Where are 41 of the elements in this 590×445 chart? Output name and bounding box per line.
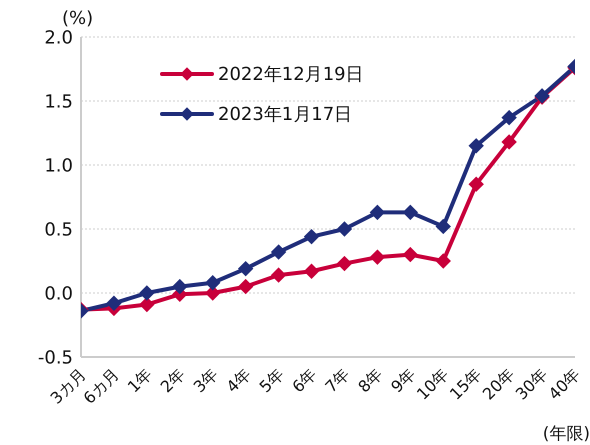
y-tick-label: 0.0 (44, 283, 73, 304)
y-tick-label: -0.5 (38, 347, 73, 368)
point (336, 222, 352, 236)
point (402, 204, 418, 220)
point (139, 297, 154, 312)
y-tick-label: 2.0 (44, 27, 73, 48)
x-tick-label: 8年 (354, 364, 386, 396)
x-tick-label: 4年 (222, 364, 254, 396)
x-tick-label: 6年 (288, 364, 320, 396)
point (271, 244, 286, 260)
y-tick-label: 1.0 (44, 155, 73, 176)
point (106, 296, 122, 311)
point (205, 275, 220, 290)
point (304, 264, 320, 279)
y-tick-label: 0.5 (44, 219, 73, 240)
legend-label: 2022年12月19日 (218, 63, 364, 86)
x-tick-label: 2年 (156, 364, 189, 396)
x-tick-label: 1年 (124, 364, 156, 396)
point (402, 247, 418, 262)
point (238, 261, 254, 276)
point (436, 218, 451, 234)
point (336, 256, 352, 272)
y-axis-title: (%) (62, 8, 94, 29)
y-tick-label: 1.5 (44, 91, 73, 112)
point (238, 279, 254, 294)
point (172, 279, 188, 294)
point (468, 176, 484, 192)
point (370, 250, 385, 265)
x-axis-title: (年限) (542, 423, 590, 445)
x-tick-label: 3年 (190, 364, 222, 396)
point (370, 204, 385, 220)
point (436, 254, 451, 268)
x-tick-label: 7年 (321, 364, 354, 396)
x-tick-label: 5年 (255, 364, 288, 396)
point (502, 110, 517, 126)
point (304, 229, 320, 244)
point (139, 286, 154, 300)
point (468, 138, 484, 154)
point (271, 268, 286, 283)
point (502, 134, 517, 150)
legend-label: 2023年1月17日 (218, 103, 352, 126)
